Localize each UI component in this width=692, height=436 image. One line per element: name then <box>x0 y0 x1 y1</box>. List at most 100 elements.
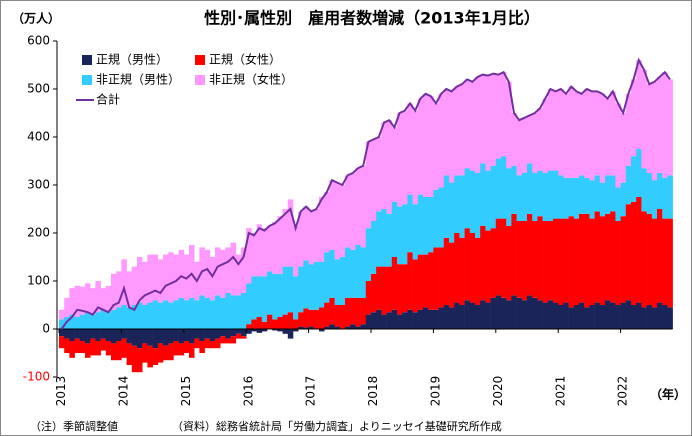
bar <box>261 228 268 277</box>
bar <box>152 254 159 301</box>
bar <box>449 182 455 243</box>
bar <box>137 302 143 329</box>
bar <box>69 329 75 341</box>
y-tick-label: 0 <box>42 322 50 336</box>
bar <box>329 180 335 250</box>
bar <box>397 314 403 329</box>
bar <box>428 197 434 253</box>
bar <box>584 307 590 329</box>
bar <box>303 308 309 328</box>
bar <box>261 321 268 329</box>
bar <box>324 252 330 303</box>
y-tick-label: -100 <box>23 370 50 384</box>
bar <box>589 91 595 181</box>
bar <box>90 288 96 315</box>
bar <box>475 237 481 305</box>
bar <box>64 329 70 339</box>
y-unit-label: （万人） <box>12 11 60 26</box>
bar <box>319 329 325 332</box>
bar <box>105 312 112 329</box>
bar <box>568 307 575 329</box>
bar <box>324 192 330 253</box>
chart-title: 性別･属性別 雇用者数増減（2013年1月比） <box>204 9 540 28</box>
bar <box>69 341 75 358</box>
bar <box>235 333 242 339</box>
bar <box>142 343 148 363</box>
bar <box>527 213 533 296</box>
bar <box>657 209 663 303</box>
bar <box>371 312 377 329</box>
bar <box>95 312 101 329</box>
bar <box>480 225 486 301</box>
bar <box>246 228 252 284</box>
bar <box>235 254 242 296</box>
bar <box>85 283 91 313</box>
bar <box>131 305 138 329</box>
bar <box>121 305 127 329</box>
bar <box>381 266 387 315</box>
bar <box>516 221 523 298</box>
bar <box>573 177 580 219</box>
bar <box>339 257 346 305</box>
bar <box>131 345 138 373</box>
bar <box>402 110 408 205</box>
bar <box>168 343 174 361</box>
bar <box>584 89 590 178</box>
bar <box>121 329 127 339</box>
bar <box>573 218 580 305</box>
bar <box>303 206 309 261</box>
bar <box>428 252 434 310</box>
bar <box>667 175 673 219</box>
bar <box>178 329 185 344</box>
bar <box>173 300 179 329</box>
bar <box>59 336 65 349</box>
bar <box>74 338 81 353</box>
legend-swatch <box>195 55 205 65</box>
bar <box>527 295 533 329</box>
bar <box>423 307 429 329</box>
bar <box>189 329 195 344</box>
bar <box>485 75 491 171</box>
bar <box>293 225 299 277</box>
bar <box>532 297 538 329</box>
bar <box>79 341 86 353</box>
bar <box>521 221 528 301</box>
bar <box>183 341 190 353</box>
bar <box>131 329 138 346</box>
bar <box>199 329 205 341</box>
bar <box>376 137 382 212</box>
bar <box>345 326 351 329</box>
bar <box>298 266 304 313</box>
bar <box>163 300 169 329</box>
bar <box>433 189 439 248</box>
bar <box>183 329 190 341</box>
bar <box>667 307 673 329</box>
bar <box>511 113 517 166</box>
bar <box>641 69 647 169</box>
y-tick-label: 400 <box>27 130 50 144</box>
bar <box>230 295 237 329</box>
bar <box>568 177 575 217</box>
bar <box>579 93 585 176</box>
bar <box>126 329 133 344</box>
bar <box>506 81 512 169</box>
bar <box>537 300 543 329</box>
bar <box>506 168 512 226</box>
bar <box>573 91 580 178</box>
bar <box>194 300 200 329</box>
legend-label: 非正規（女性） <box>209 72 293 87</box>
bar <box>537 170 543 217</box>
legend-swatch <box>82 75 92 85</box>
bar <box>381 209 387 267</box>
legend-label: 合計 <box>96 92 120 107</box>
bar <box>111 343 117 361</box>
bar <box>105 341 112 356</box>
bar <box>220 336 226 344</box>
bar <box>625 165 632 205</box>
bar <box>100 309 107 329</box>
bar <box>459 175 465 238</box>
bar <box>454 302 460 329</box>
bar <box>220 249 226 298</box>
bar <box>64 297 70 317</box>
bar <box>95 281 101 313</box>
